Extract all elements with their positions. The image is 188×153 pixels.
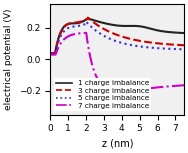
X-axis label: z (nm): z (nm) — [101, 139, 133, 149]
Legend: 1 charge imbalance, 3 charge imbalance, 5 charge imbalance, 7 charge imbalance: 1 charge imbalance, 3 charge imbalance, … — [54, 78, 151, 111]
Y-axis label: electrical potential (V): electrical potential (V) — [4, 9, 13, 110]
